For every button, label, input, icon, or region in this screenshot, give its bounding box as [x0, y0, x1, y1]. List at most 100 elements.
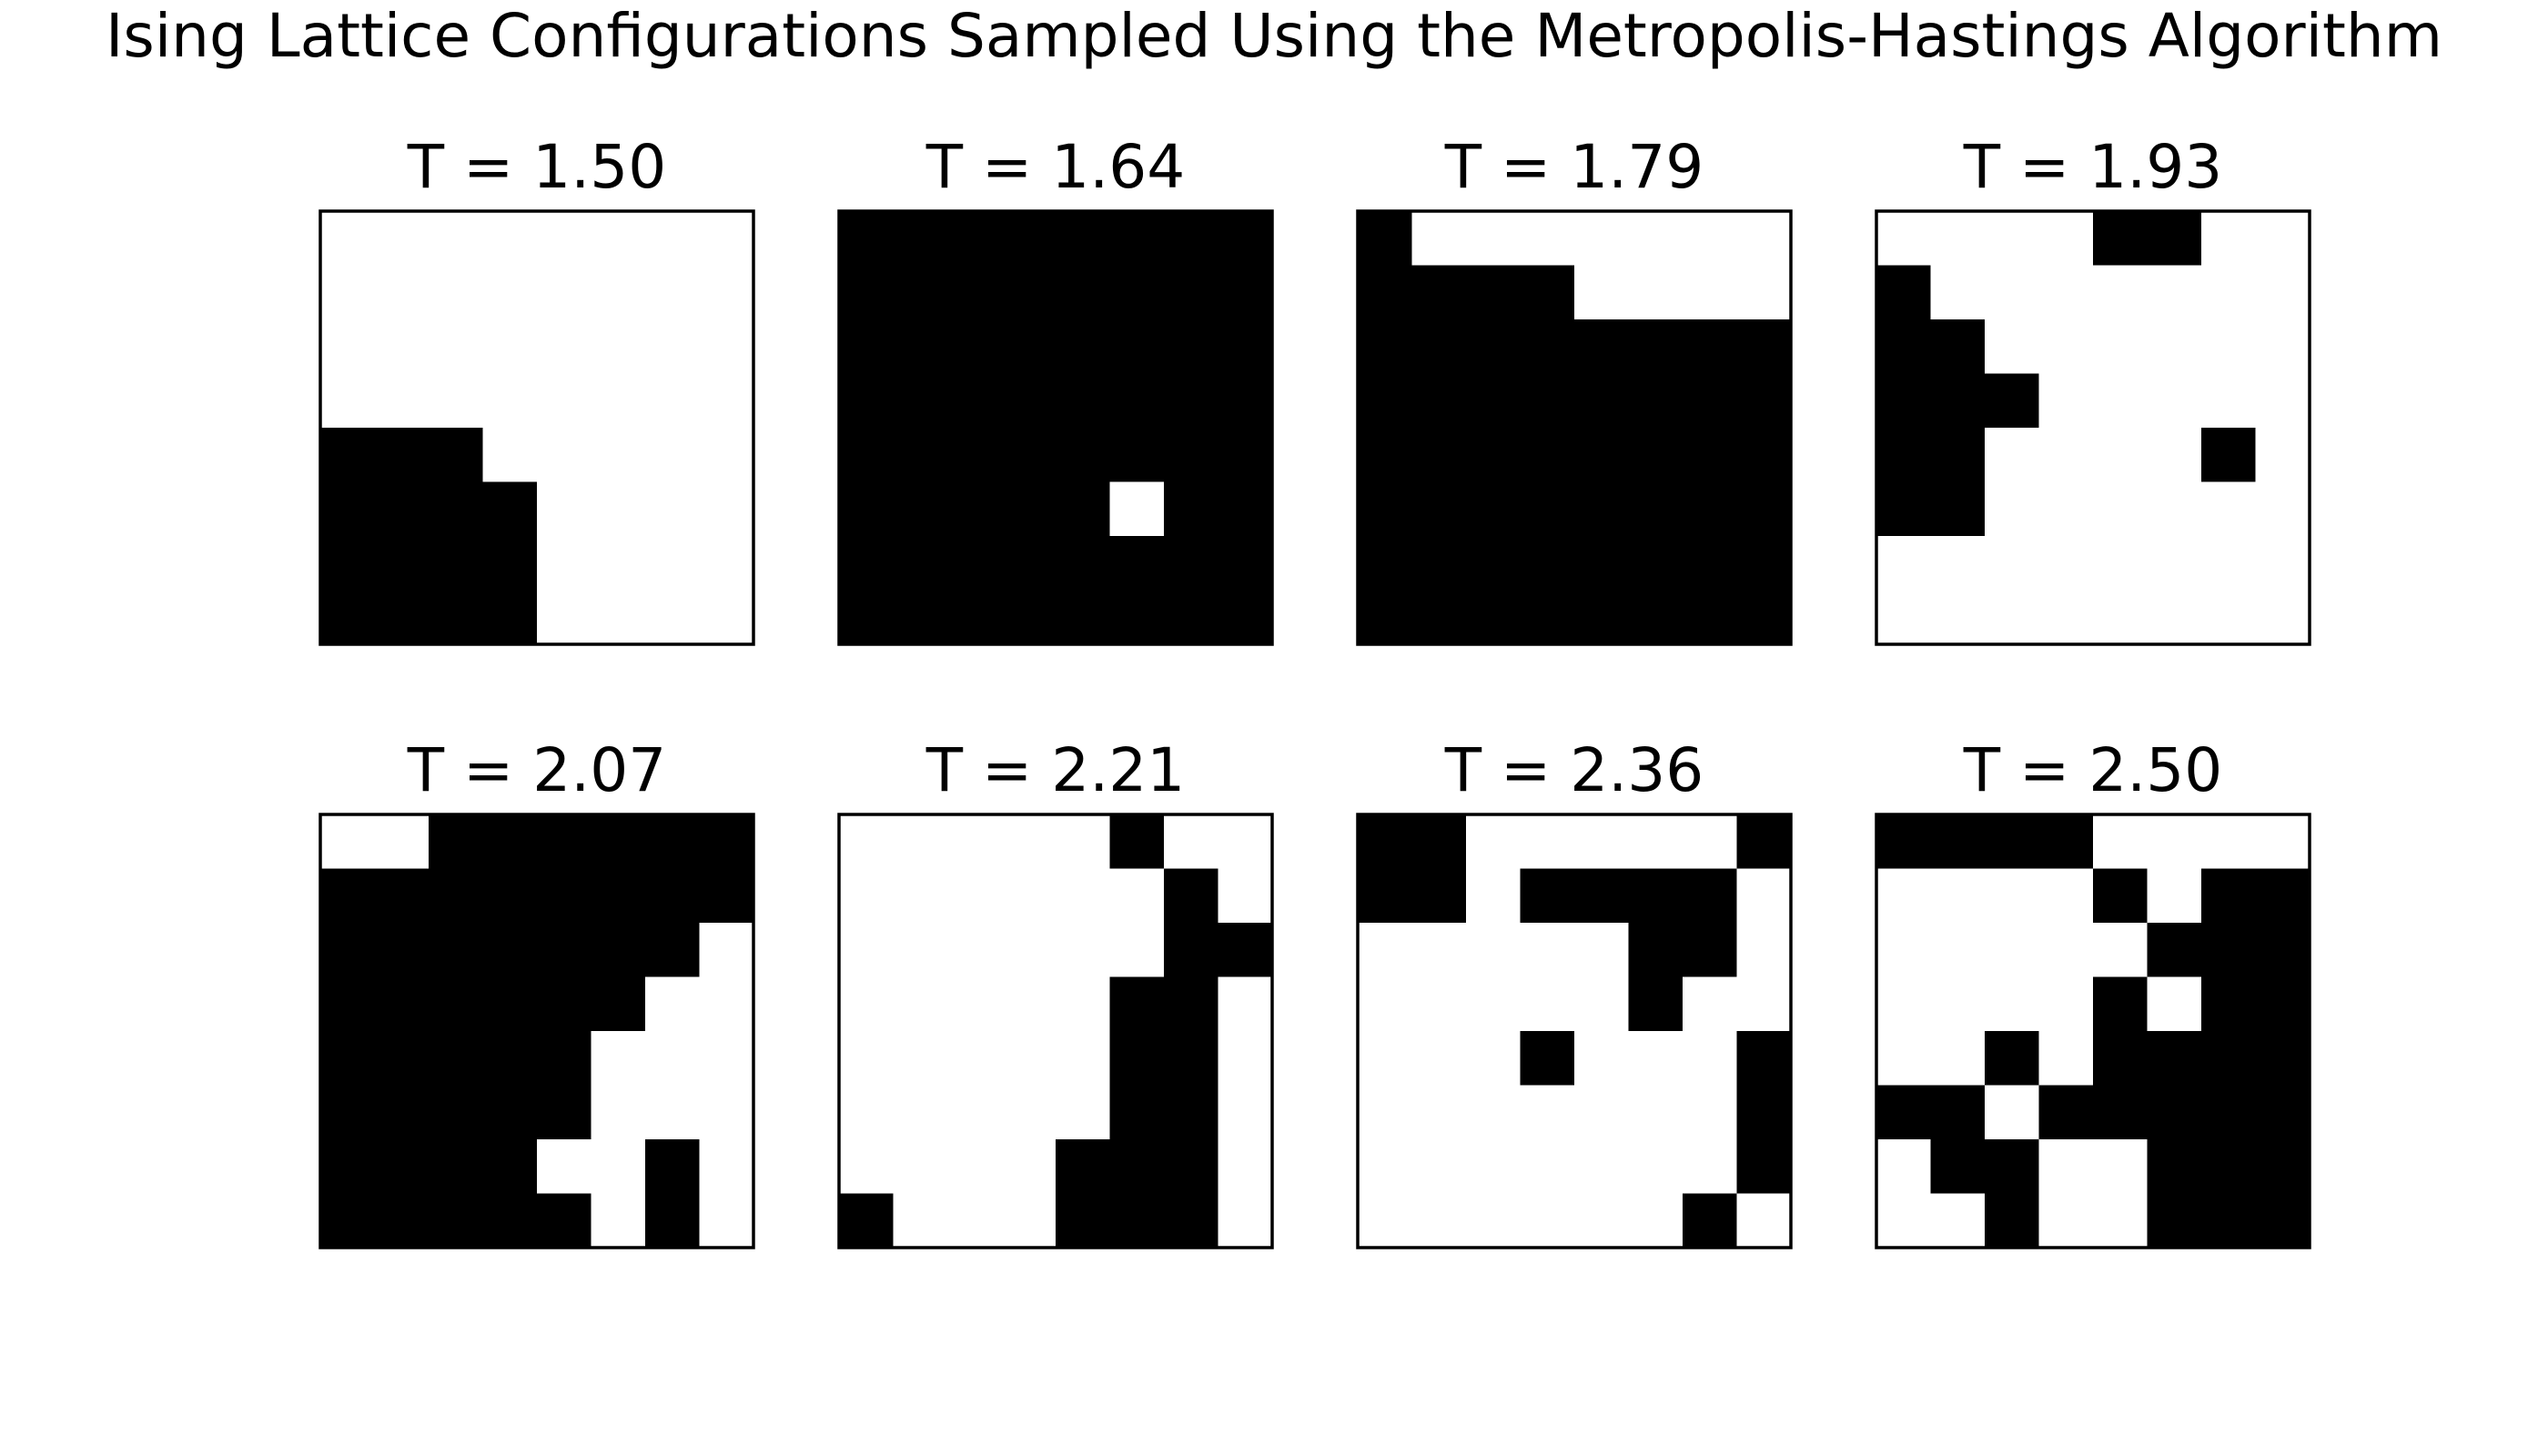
- lattice-cell: [1876, 923, 1931, 977]
- lattice-cell: [1930, 373, 1986, 429]
- lattice-cell: [1164, 1031, 1218, 1086]
- lattice-cell: [893, 1139, 948, 1194]
- lattice-cell: [2093, 590, 2148, 645]
- lattice-cell: [839, 319, 894, 374]
- lattice-panel: T = 1.79: [1356, 132, 1793, 646]
- lattice-cell: [1358, 1085, 1412, 1140]
- lattice-cell: [2147, 481, 2202, 537]
- lattice-cell: [1056, 868, 1110, 924]
- lattice-cell: [2255, 868, 2310, 924]
- lattice-panel: T = 1.50: [318, 132, 755, 646]
- lattice-cell: [1001, 1085, 1057, 1140]
- lattice-cell: [1001, 1031, 1057, 1086]
- lattice-cell: [591, 868, 646, 924]
- lattice-cell: [537, 536, 592, 591]
- lattice-cell: [2147, 976, 2202, 1032]
- lattice-cell: [947, 428, 1002, 482]
- lattice-cell: [1683, 1031, 1737, 1086]
- lattice-cell: [374, 1193, 430, 1249]
- lattice-cell: [645, 319, 700, 374]
- lattice-cell: [1574, 868, 1629, 924]
- lattice-cell: [429, 373, 483, 429]
- lattice-cell: [1985, 211, 2039, 266]
- lattice-cell: [1466, 536, 1521, 591]
- lattice-cell: [893, 1085, 948, 1140]
- lattice-cell: [1164, 481, 1218, 537]
- lattice-cell: [1056, 211, 1110, 266]
- lattice-cell: [1736, 868, 1792, 924]
- lattice-cell: [1930, 814, 1986, 869]
- lattice-cell: [429, 1031, 483, 1086]
- lattice-cell: [1466, 923, 1521, 977]
- lattice-cell: [2038, 590, 2094, 645]
- lattice-cell: [699, 319, 754, 374]
- lattice-cell: [374, 1031, 430, 1086]
- lattice-cell: [320, 265, 375, 320]
- lattice-cell: [429, 868, 483, 924]
- lattice-cell: [1466, 481, 1521, 537]
- lattice-cell: [645, 1085, 700, 1140]
- lattice-cell: [1520, 868, 1575, 924]
- lattice-cell: [893, 211, 948, 266]
- lattice-cell: [1218, 319, 1273, 374]
- lattice-cell: [1683, 868, 1737, 924]
- lattice-cell: [1930, 1139, 1986, 1194]
- lattice-cell: [645, 976, 700, 1032]
- lattice-cell: [1930, 1193, 1986, 1249]
- lattice-cell: [1628, 590, 1684, 645]
- lattice-cell: [1056, 428, 1110, 482]
- lattice-cell: [320, 428, 375, 482]
- lattice-cell: [1628, 481, 1684, 537]
- lattice-cell: [1466, 590, 1521, 645]
- lattice-cell: [1218, 1085, 1273, 1140]
- lattice-cell: [482, 1193, 538, 1249]
- lattice-cell: [1574, 1193, 1629, 1249]
- lattice-cell: [1683, 373, 1737, 429]
- lattice-cell: [2147, 1031, 2202, 1086]
- lattice-cell: [1574, 481, 1629, 537]
- lattice-cell: [1109, 428, 1165, 482]
- lattice-panel: T = 2.36: [1356, 735, 1793, 1249]
- lattice-cell: [1930, 1085, 1986, 1140]
- lattice-cell: [1358, 481, 1412, 537]
- lattice-cell: [1218, 536, 1273, 591]
- lattice-cell: [482, 536, 538, 591]
- lattice-cell: [893, 481, 948, 537]
- lattice-cell: [1930, 923, 1986, 977]
- lattice-cell: [1930, 1031, 1986, 1086]
- lattice-cell: [893, 1193, 948, 1249]
- lattice-cell: [2201, 976, 2256, 1032]
- lattice-cell: [1109, 814, 1165, 869]
- lattice-cell: [1164, 1139, 1218, 1194]
- lattice-cell: [1574, 319, 1629, 374]
- lattice-cell: [1358, 211, 1412, 266]
- lattice-cell: [2201, 319, 2256, 374]
- lattice-cell: [1930, 428, 1986, 482]
- panel-title: T = 1.50: [407, 132, 667, 202]
- lattice-cell: [1574, 976, 1629, 1032]
- lattice-cell: [1218, 428, 1273, 482]
- lattice-cell: [1411, 976, 1467, 1032]
- lattice-cell: [1466, 1139, 1521, 1194]
- lattice-cell: [2093, 481, 2148, 537]
- lattice-cell: [1411, 1193, 1467, 1249]
- lattice-cell: [2255, 536, 2310, 591]
- lattice-cell: [1109, 1139, 1165, 1194]
- lattice-cell: [1056, 319, 1110, 374]
- lattice-cell: [893, 814, 948, 869]
- lattice-cell: [320, 868, 375, 924]
- lattice-cell: [1520, 319, 1575, 374]
- lattice-cell: [374, 265, 430, 320]
- lattice-cell: [645, 1139, 700, 1194]
- lattice-cell: [2201, 1193, 2256, 1249]
- lattice-cell: [1736, 1193, 1792, 1249]
- lattice-cell: [1218, 1139, 1273, 1194]
- lattice-cell: [2147, 1193, 2202, 1249]
- lattice-cell: [699, 1193, 754, 1249]
- lattice-cell: [645, 373, 700, 429]
- lattice-cell: [591, 211, 646, 266]
- lattice-cell: [482, 265, 538, 320]
- lattice-cell: [374, 868, 430, 924]
- lattice-cell: [2093, 814, 2148, 869]
- lattice-cell: [947, 1031, 1002, 1086]
